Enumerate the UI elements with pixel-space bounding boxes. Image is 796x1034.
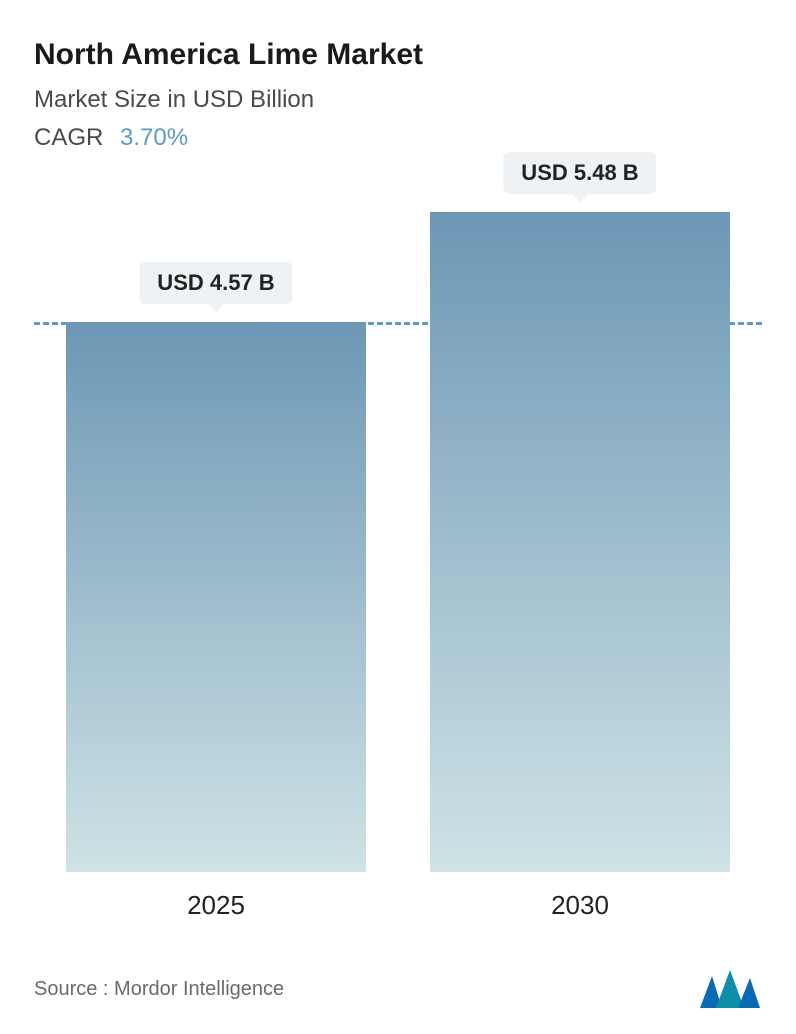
bar-value-label: USD 4.57 B (139, 262, 292, 304)
source-label: Source : Mordor Intelligence (34, 978, 284, 1001)
chart-subtitle: Market Size in USD Billion (34, 86, 762, 114)
chart-footer: Source : Mordor Intelligence (34, 968, 762, 1010)
x-axis-label: 2025 (66, 890, 366, 921)
bars-container: USD 4.57 BUSD 5.48 B (34, 212, 762, 872)
mordor-logo-icon (698, 968, 762, 1010)
x-axis-label: 2030 (430, 890, 730, 921)
cagr-row: CAGR 3.70% (34, 124, 762, 152)
chart-title: North America Lime Market (34, 38, 762, 72)
bar (430, 212, 730, 872)
bar (66, 322, 366, 872)
chart-area: USD 4.57 BUSD 5.48 B (34, 212, 762, 872)
cagr-label: CAGR (34, 124, 103, 151)
bar-wrap: USD 4.57 B (66, 322, 366, 872)
cagr-value: 3.70% (120, 124, 188, 151)
bar-wrap: USD 5.48 B (430, 212, 730, 872)
bar-value-label: USD 5.48 B (503, 152, 656, 194)
x-axis-labels: 2025 2030 (34, 890, 762, 921)
